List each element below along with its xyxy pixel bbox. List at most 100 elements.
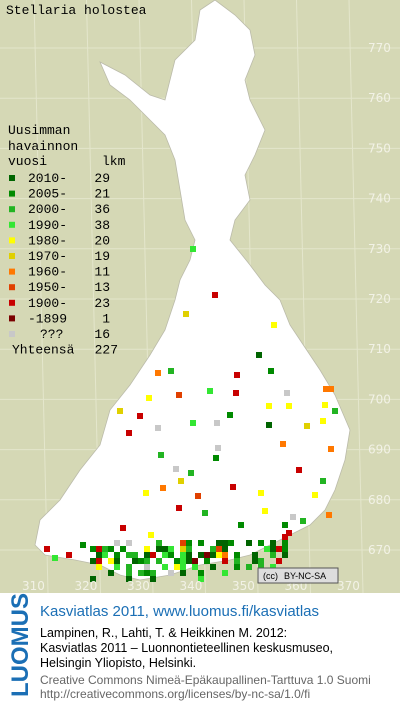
observation-square	[150, 552, 156, 558]
legend-heading: Uusimman	[8, 123, 70, 138]
observation-square	[252, 558, 258, 564]
observation-square	[183, 311, 189, 317]
observation-square	[102, 546, 108, 552]
observation-square	[322, 402, 328, 408]
observation-square	[198, 552, 204, 558]
observation-square	[207, 388, 213, 394]
observation-square	[162, 546, 168, 552]
observation-square	[282, 552, 288, 558]
legend-count: 20	[94, 233, 110, 248]
observation-square	[282, 546, 288, 552]
observation-square	[258, 540, 264, 546]
observation-square	[216, 552, 222, 558]
observation-square	[246, 540, 252, 546]
observation-square	[126, 430, 132, 436]
observation-square	[162, 564, 168, 570]
observation-square	[258, 564, 264, 570]
citation-line: Kasviatlas 2011 – Luonnontieteellinen ke…	[40, 641, 333, 655]
observation-square	[143, 490, 149, 496]
legend-year-header: vuosi	[8, 154, 47, 169]
legend-swatch	[9, 315, 15, 322]
observation-square	[117, 408, 123, 414]
observation-square	[126, 570, 132, 576]
observation-square	[114, 564, 120, 570]
observation-square	[202, 510, 208, 516]
observation-square	[180, 564, 186, 570]
legend-label: 2000-	[28, 202, 67, 217]
easting-label: 330	[127, 579, 150, 593]
observation-square	[126, 576, 132, 582]
citation-line: Lampinen, R., Lahti, T. & Heikkinen M. 2…	[40, 626, 287, 640]
observation-square	[214, 420, 220, 426]
observation-square	[323, 386, 329, 392]
observation-square	[222, 546, 228, 552]
observation-square	[90, 558, 96, 564]
observation-square	[264, 546, 270, 552]
legend-swatch	[9, 190, 15, 197]
legend-label: 1960-	[28, 265, 67, 280]
observation-square	[276, 546, 282, 552]
observation-square	[44, 546, 50, 552]
observation-square	[210, 564, 216, 570]
legend-label: 1990-	[28, 218, 67, 233]
observation-square	[328, 386, 334, 392]
legend-swatch	[9, 268, 15, 275]
legend-swatch	[9, 175, 15, 181]
logo: LUOMUS	[7, 593, 34, 697]
observation-square	[276, 558, 282, 564]
observation-square	[328, 446, 334, 452]
legend-count: 13	[94, 280, 110, 295]
observation-square	[108, 558, 114, 564]
observation-square	[284, 390, 290, 396]
headline: Kasviatlas 2011, www.luomus.fi/kasviatla…	[40, 603, 319, 620]
observation-square	[90, 576, 96, 582]
northing-label: 760	[368, 91, 391, 105]
observation-square	[266, 403, 272, 409]
legend-swatch	[9, 253, 15, 259]
observation-square	[168, 570, 174, 576]
observation-square	[155, 370, 161, 376]
observation-square	[144, 570, 150, 576]
observation-square	[270, 552, 276, 558]
legend-count: 38	[94, 218, 110, 233]
observation-square	[204, 552, 210, 558]
legend-count: 23	[94, 296, 110, 311]
observation-square	[96, 564, 102, 570]
northing-label: 730	[368, 242, 391, 256]
observation-square	[66, 552, 72, 558]
observation-square	[114, 552, 120, 558]
observation-square	[234, 564, 240, 570]
observation-square	[137, 413, 143, 419]
species-title: Stellaria holostea	[6, 3, 147, 18]
legend-swatch	[9, 299, 15, 306]
observation-square	[90, 546, 96, 552]
license-badge-cc: (cc)	[263, 571, 278, 581]
legend-count: 1	[102, 311, 110, 326]
observation-square	[190, 420, 196, 426]
citation-line: Helsingin Yliopisto, Helsinki.	[40, 656, 196, 670]
easting-label: 340	[180, 579, 203, 593]
observation-square	[210, 552, 216, 558]
observation-square	[222, 552, 228, 558]
legend-count: 16	[94, 327, 110, 342]
northing-label: 770	[368, 41, 391, 55]
observation-square	[227, 412, 233, 418]
observation-square	[186, 552, 192, 558]
observation-square	[204, 558, 210, 564]
observation-square	[160, 485, 166, 491]
observation-square	[270, 564, 276, 570]
legend-swatch	[9, 237, 15, 244]
legend-swatch	[9, 284, 15, 291]
observation-square	[180, 570, 186, 576]
observation-square	[138, 558, 144, 564]
license-line: Creative Commons Nimeä-Epäkaupallinen-Ta…	[40, 673, 371, 687]
northing-label: 740	[368, 192, 391, 206]
observation-square	[168, 546, 174, 552]
easting-label: 310	[22, 579, 45, 593]
observation-square	[168, 552, 174, 558]
observation-square	[168, 368, 174, 374]
observation-square	[234, 552, 240, 558]
total-label: Yhteensä	[12, 343, 75, 358]
observation-square	[186, 546, 192, 552]
